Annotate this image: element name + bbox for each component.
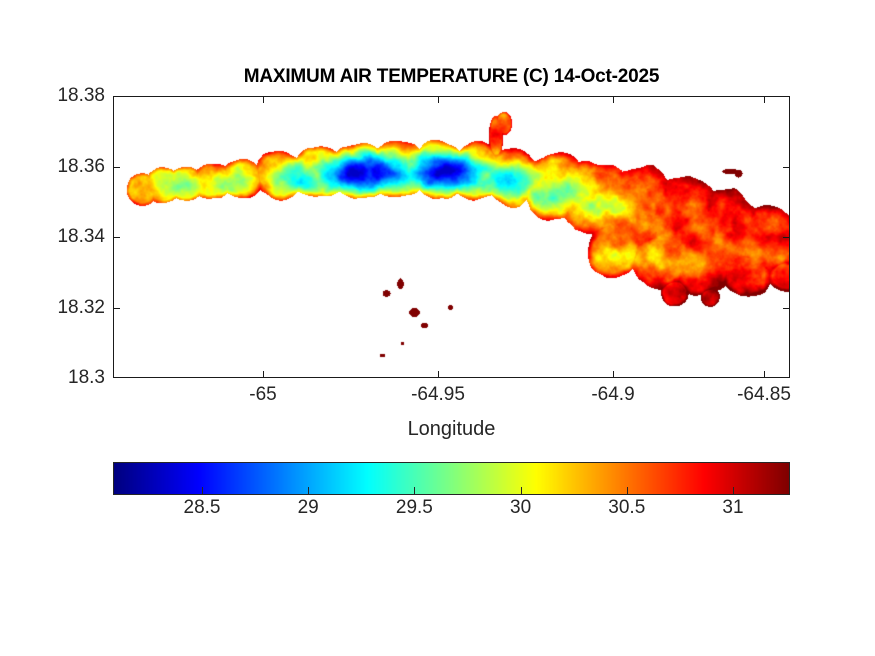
x-axis-label: Longitude — [407, 418, 496, 440]
colorbar-tick-mark — [626, 487, 628, 495]
y-tick-mark — [113, 237, 120, 238]
colorbar-tick-mark — [308, 487, 310, 495]
y-tick-label: 18.34 — [57, 226, 105, 247]
colorbar — [113, 462, 790, 495]
y-tick-mark — [783, 307, 790, 309]
x-tick-mark — [613, 96, 614, 103]
y-tick-mark — [783, 237, 790, 238]
y-tick-label: 18.3 — [68, 367, 105, 388]
colorbar-tick-label: 30 — [510, 497, 532, 518]
y-tick-mark — [113, 307, 120, 309]
colorbar-gradient — [113, 462, 790, 495]
x-tick-mark — [263, 96, 264, 103]
x-tick-label: -65 — [249, 384, 277, 405]
y-tick-label: 18.32 — [57, 296, 105, 318]
y-tick-label: 18.38 — [57, 85, 105, 106]
x-tick-mark — [764, 96, 765, 103]
x-tick-label: -64.9 — [591, 384, 635, 405]
y-tick-mark — [113, 166, 120, 168]
y-axis-tick-labels: 18.38 18.36 18.34 18.32 18.3 — [35, 85, 105, 388]
x-tick-label: -64.85 — [737, 384, 791, 405]
colorbar-tick-label: 30.5 — [608, 497, 646, 518]
map-axes — [113, 96, 790, 378]
y-tick-label: 18.36 — [57, 155, 105, 177]
colorbar-tick-mark — [520, 487, 522, 495]
x-tick-mark — [263, 371, 264, 378]
colorbar-tick-label: 31 — [722, 497, 744, 518]
colorbar-tick-label: 29.5 — [395, 497, 433, 518]
x-tick-label: -64.95 — [411, 384, 465, 405]
x-tick-mark — [438, 371, 439, 378]
x-tick-mark — [613, 371, 614, 378]
colorbar-tick-mark — [733, 487, 734, 495]
colorbar-tick-mark — [414, 487, 416, 495]
x-tick-mark — [438, 96, 439, 103]
colorbar-tick-mark — [202, 487, 203, 495]
y-tick-mark — [783, 166, 790, 168]
page-title: MAXIMUM AIR TEMPERATURE (C) 14-Oct-2025 — [243, 66, 660, 87]
temperature-heatmap — [114, 97, 789, 377]
colorbar-tick-label: 29 — [297, 497, 319, 518]
x-tick-mark — [764, 371, 765, 378]
colorbar-tick-label: 28.5 — [183, 497, 221, 518]
